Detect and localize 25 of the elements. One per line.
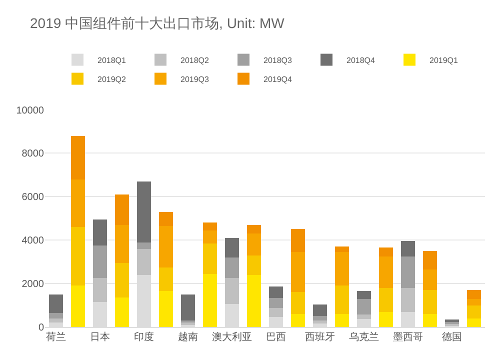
chart-title: 2019 中国组件前十大出口市场, Unit: MW bbox=[30, 14, 286, 31]
legend-label: 2019Q3 bbox=[180, 74, 210, 84]
x-tick-label: 印度 bbox=[134, 331, 154, 343]
x-tick-label: 澳大利亚 bbox=[212, 331, 252, 343]
y-tick-label: 4000 bbox=[22, 236, 44, 247]
legend-label: 2018Q3 bbox=[264, 56, 293, 65]
legend-label: 2018Q1 bbox=[98, 56, 127, 65]
y-tick-label: 10000 bbox=[16, 105, 44, 116]
x-tick-label: 墨西哥 bbox=[393, 332, 423, 343]
x-tick-label: 荷兰 bbox=[46, 331, 66, 343]
legend-label: 2019Q2 bbox=[98, 74, 127, 84]
y-tick-label: 0 bbox=[38, 322, 44, 334]
x-tick-label: 越南 bbox=[178, 331, 198, 343]
y-tick-label: 8000 bbox=[22, 148, 44, 160]
y-tick-label: 6000 bbox=[22, 192, 44, 204]
legend-label: 2019Q1 bbox=[430, 56, 459, 65]
x-tick-label: 乌克兰 bbox=[349, 331, 379, 343]
y-tick-label: 2000 bbox=[22, 279, 44, 290]
x-tick-label: 巴西 bbox=[266, 332, 286, 343]
legend-label: 2018Q4 bbox=[346, 56, 376, 65]
x-tick-label: 西班牙 bbox=[305, 331, 335, 343]
x-tick-label: 日本 bbox=[90, 331, 110, 343]
legend-label: 2019Q4 bbox=[264, 74, 293, 84]
x-tick-label: 德国 bbox=[442, 332, 462, 343]
legend-label: 2018Q2 bbox=[180, 56, 210, 65]
